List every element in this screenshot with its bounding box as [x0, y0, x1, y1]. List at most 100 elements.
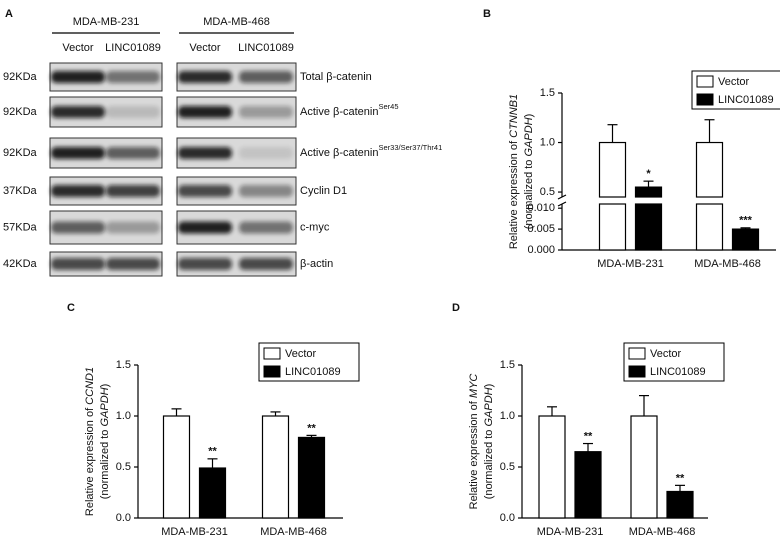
y-axis-note-gene: GAPDH [99, 387, 111, 426]
band [51, 258, 105, 270]
legend-swatch [696, 75, 714, 88]
bar [162, 415, 191, 519]
y-axis-label: Relative expression of MYC [468, 374, 480, 510]
y-tick-label: 1.5 [500, 359, 515, 371]
protein-name: Active β-catenin [300, 147, 378, 159]
bar [198, 467, 227, 519]
size-label: 57KDa [3, 221, 38, 233]
significance-label: * [646, 168, 651, 180]
y-tick-label: 0.010 [527, 202, 555, 214]
lane-label: Vector [62, 42, 94, 54]
legend-swatch [628, 347, 646, 360]
legend-label: LINC01089 [285, 366, 341, 378]
band [178, 258, 232, 270]
y-axis-note-text: (normalized to [523, 157, 535, 230]
band [178, 221, 232, 234]
bar [666, 490, 694, 519]
protein-label: Active β-cateninSer33/Ser37/Thr41 [300, 143, 442, 159]
legend-label: Vector [650, 348, 682, 360]
x-tick-label: MDA-MB-231 [597, 258, 664, 270]
legend-swatch [628, 365, 646, 378]
band [51, 71, 105, 83]
y-axis-label-gene: CCND1 [84, 367, 96, 405]
y-tick-label: 1.5 [540, 87, 555, 99]
band [239, 258, 293, 270]
panel-label: D [452, 302, 460, 314]
band [239, 71, 293, 83]
significance-label: *** [739, 215, 753, 227]
protein-label: c-myc [300, 221, 330, 233]
protein-label: β-actin [300, 258, 333, 270]
x-tick-label: MDA-MB-231 [161, 526, 228, 538]
protein-label: Active β-cateninSer45 [300, 102, 399, 118]
significance-label: ** [208, 446, 217, 458]
x-tick-label: MDA-MB-468 [260, 526, 327, 538]
y-tick-label: 1.0 [540, 136, 555, 148]
panel-label: C [67, 302, 75, 314]
y-axis-label-note: (normalized to GAPDH) [483, 384, 495, 500]
band [178, 71, 232, 83]
bar [574, 451, 602, 519]
y-axis-label-note: (normalized to GAPDH) [99, 384, 111, 500]
lane-label: LINC01089 [105, 42, 161, 54]
protein-label: Cyclin D1 [300, 185, 347, 197]
y-axis-note-text: ) [99, 384, 111, 388]
band [178, 185, 232, 197]
legend-label: LINC01089 [718, 94, 774, 106]
y-axis-note-text: (normalized to [483, 427, 495, 500]
legend-swatch [696, 93, 714, 106]
y-axis-label-gene: MYC [468, 374, 480, 399]
y-tick-label: 0.005 [527, 223, 555, 235]
y-tick-label: 0.0 [116, 512, 131, 524]
band [106, 106, 160, 118]
size-label: 42KDa [3, 258, 38, 270]
protein-name: c-myc [300, 221, 330, 233]
axis-break [557, 201, 567, 207]
band [239, 147, 293, 159]
band [106, 185, 160, 197]
bar [630, 415, 658, 519]
legend-swatch [263, 347, 281, 360]
bar [634, 186, 663, 198]
legend-label: LINC01089 [650, 366, 706, 378]
x-tick-label: MDA-MB-468 [629, 526, 696, 538]
significance-label: ** [676, 472, 685, 484]
y-axis-label-text: Relative expression of [468, 398, 480, 509]
protein-site: Ser45 [378, 102, 398, 111]
protein-name: Active β-catenin [300, 106, 378, 118]
bar [538, 415, 566, 519]
x-tick-label: MDA-MB-468 [694, 258, 761, 270]
protein-site: Ser33/Ser37/Thr41 [378, 143, 442, 152]
band [106, 221, 160, 234]
band [106, 147, 160, 159]
y-axis-label: Relative expression of CCND1 [84, 367, 96, 516]
axis-break [557, 194, 567, 200]
legend-label: Vector [718, 76, 750, 88]
protein-name: β-actin [300, 258, 333, 270]
y-tick-label: 0.0 [500, 512, 515, 524]
band [51, 185, 105, 197]
size-label: 92KDa [3, 106, 38, 118]
band [239, 106, 293, 118]
band [239, 185, 293, 197]
protein-label: Total β-catenin [300, 71, 372, 83]
y-axis-note-text: ) [483, 384, 495, 388]
bar [261, 415, 290, 519]
band [178, 106, 232, 118]
size-label: 92KDa [3, 147, 38, 159]
y-axis-note-gene: GAPDH [483, 387, 495, 426]
y-tick-label: 1.5 [116, 359, 131, 371]
y-axis-label: Relative expression of CTNNB1 [508, 94, 520, 249]
cell-line-label: MDA-MB-231 [73, 16, 140, 28]
band [51, 147, 105, 159]
legend-swatch [263, 365, 281, 378]
y-tick-label: 1.0 [500, 410, 515, 422]
bar [297, 436, 326, 519]
size-label: 92KDa [3, 71, 38, 83]
y-axis-label-text: Relative expression of [508, 138, 520, 249]
y-tick-label: 0.5 [500, 461, 515, 473]
y-tick-label: 0.5 [540, 186, 555, 198]
y-tick-label: 0.000 [527, 244, 555, 256]
significance-label: ** [307, 422, 316, 434]
